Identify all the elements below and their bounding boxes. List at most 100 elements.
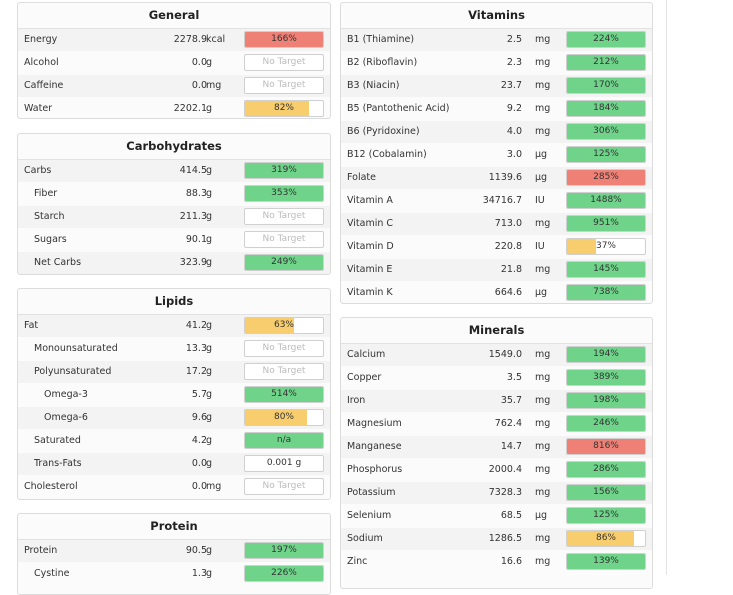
nutrient-row[interactable]: Alcohol 0.0 g No Target [18, 52, 330, 74]
carbohydrates-title: Carbohydrates [18, 134, 330, 160]
target-progress-bar[interactable]: No Target [244, 340, 324, 357]
nutrient-row[interactable]: Copper 3.5 mg 389% [341, 367, 652, 389]
target-progress-bar[interactable]: No Target [244, 231, 324, 248]
target-percent-label: 125% [593, 149, 619, 159]
target-progress-bar[interactable]: 285% [566, 169, 646, 186]
nutrient-name: B6 (Pyridoxine) [347, 126, 420, 137]
target-progress-bar[interactable]: No Target [244, 363, 324, 380]
nutrient-name: Vitamin A [347, 195, 393, 206]
nutrient-row[interactable]: Energy 2278.9 kcal 166% [18, 29, 330, 51]
nutrient-name: Net Carbs [34, 257, 82, 268]
target-progress-bar[interactable]: 1488% [566, 192, 646, 209]
target-percent-label: 63% [273, 320, 294, 330]
nutrient-row[interactable]: Phosphorus 2000.4 mg 286% [341, 459, 652, 481]
nutrient-row[interactable]: Selenium 68.5 µg 125% [341, 505, 652, 527]
target-progress-bar[interactable]: No Target [244, 77, 324, 94]
target-progress-bar[interactable]: 86% [566, 530, 646, 547]
target-progress-bar[interactable]: 37% [566, 238, 646, 255]
nutrient-row[interactable]: Manganese 14.7 mg 816% [341, 436, 652, 458]
nutrient-row[interactable]: Carbs 414.5 g 319% [18, 160, 330, 182]
target-progress-bar[interactable]: 246% [566, 415, 646, 432]
target-progress-bar[interactable]: 194% [566, 346, 646, 363]
target-progress-bar[interactable]: 224% [566, 31, 646, 48]
nutrient-row[interactable]: B1 (Thiamine) 2.5 mg 224% [341, 29, 652, 51]
nutrient-row[interactable]: Water 2202.1 g 82% [18, 98, 330, 118]
target-progress-bar[interactable]: 80% [244, 409, 324, 426]
target-progress-bar[interactable]: 197% [244, 542, 324, 559]
nutrient-row[interactable]: Vitamin A 34716.7 IU 1488% [341, 190, 652, 212]
target-progress-bar[interactable]: 139% [566, 553, 646, 570]
target-progress-bar[interactable]: 319% [244, 162, 324, 179]
target-progress-bar[interactable]: 82% [244, 100, 324, 117]
target-progress-bar[interactable]: 156% [566, 484, 646, 501]
nutrient-row[interactable]: Potassium 7328.3 mg 156% [341, 482, 652, 504]
target-percent-label: 1488% [590, 195, 622, 205]
target-progress-bar[interactable]: 145% [566, 261, 646, 278]
nutrient-unit: g [206, 366, 213, 377]
nutrient-row[interactable]: Iron 35.7 mg 198% [341, 390, 652, 412]
nutrient-unit: µg [535, 149, 548, 160]
nutrient-row[interactable]: Monounsaturated 13.3 g No Target [18, 338, 330, 360]
nutrient-row[interactable]: Trans-Fats 0.0 g 0.001 g [18, 453, 330, 475]
nutrient-row[interactable]: Zinc 16.6 mg 139% [341, 551, 652, 573]
target-progress-bar[interactable]: n/a [244, 432, 324, 449]
nutrient-row[interactable]: Starch 211.3 g No Target [18, 206, 330, 228]
nutrient-row[interactable]: Vitamin E 21.8 mg 145% [341, 259, 652, 281]
nutrient-row[interactable]: B6 (Pyridoxine) 4.0 mg 306% [341, 121, 652, 143]
nutrient-row[interactable]: Folate 1139.6 µg 285% [341, 167, 652, 189]
nutrient-row[interactable]: Calcium 1549.0 mg 194% [341, 344, 652, 366]
general-title: General [18, 3, 330, 29]
nutrient-row[interactable]: Omega-3 5.7 g 514% [18, 384, 330, 406]
nutrient-amount: 17.2 [185, 366, 207, 377]
target-progress-bar[interactable]: 249% [244, 254, 324, 271]
target-progress-bar[interactable]: No Target [244, 208, 324, 225]
nutrient-unit: g [206, 545, 213, 556]
target-progress-bar[interactable]: 212% [566, 54, 646, 71]
target-progress-bar[interactable]: 738% [566, 284, 646, 301]
nutrient-row[interactable]: B3 (Niacin) 23.7 mg 170% [341, 75, 652, 97]
nutrient-row[interactable]: Magnesium 762.4 mg 246% [341, 413, 652, 435]
nutrient-row[interactable]: Sodium 1286.5 mg 86% [341, 528, 652, 550]
nutrient-row[interactable]: Fiber 88.3 g 353% [18, 183, 330, 205]
nutrient-unit: g [206, 188, 213, 199]
nutrient-row[interactable]: Fat 41.2 g 63% [18, 315, 330, 337]
nutrient-row[interactable]: Sugars 90.1 g No Target [18, 229, 330, 251]
nutrient-name: Omega-6 [44, 412, 88, 423]
nutrient-row[interactable]: Polyunsaturated 17.2 g No Target [18, 361, 330, 383]
nutrient-unit: g [206, 320, 213, 331]
target-progress-bar[interactable]: 514% [244, 386, 324, 403]
nutrient-row[interactable]: Saturated 4.2 g n/a [18, 430, 330, 452]
target-progress-bar[interactable]: 125% [566, 146, 646, 163]
target-progress-bar[interactable]: 816% [566, 438, 646, 455]
nutrient-row[interactable]: B12 (Cobalamin) 3.0 µg 125% [341, 144, 652, 166]
nutrient-row[interactable]: Cystine 1.3 g 226% [18, 563, 330, 585]
target-progress-bar[interactable]: No Target [244, 54, 324, 71]
target-progress-bar[interactable]: 389% [566, 369, 646, 386]
target-percent-label: No Target [262, 57, 306, 67]
nutrient-row[interactable]: Net Carbs 323.9 g 249% [18, 252, 330, 274]
target-progress-bar[interactable]: 125% [566, 507, 646, 524]
nutrient-row[interactable]: Cholesterol 0.0 mg No Target [18, 476, 330, 498]
target-progress-bar[interactable]: 353% [244, 185, 324, 202]
target-progress-bar[interactable]: 63% [244, 317, 324, 334]
nutrient-row[interactable]: Vitamin K 664.6 µg 738% [341, 282, 652, 303]
minerals-panel: Minerals Calcium 1549.0 mg 194% Copper 3.5 mg 38… [340, 317, 653, 589]
target-progress-bar[interactable]: 0.001 g [244, 455, 324, 472]
target-progress-bar[interactable]: 286% [566, 461, 646, 478]
target-progress-bar[interactable]: No Target [244, 478, 324, 495]
target-progress-bar[interactable]: 306% [566, 123, 646, 140]
nutrient-row[interactable]: Protein 90.5 g 197% [18, 540, 330, 562]
target-progress-bar[interactable]: 166% [244, 31, 324, 48]
nutrient-row[interactable]: B5 (Pantothenic Acid) 9.2 mg 184% [341, 98, 652, 120]
target-progress-bar[interactable]: 198% [566, 392, 646, 409]
target-progress-bar[interactable]: 951% [566, 215, 646, 232]
target-progress-bar[interactable]: 170% [566, 77, 646, 94]
target-progress-bar[interactable]: 226% [244, 565, 324, 582]
nutrient-row[interactable]: Vitamin D 220.8 IU 37% [341, 236, 652, 258]
nutrient-row[interactable]: Omega-6 9.6 g 80% [18, 407, 330, 429]
nutrient-row[interactable]: Caffeine 0.0 mg No Target [18, 75, 330, 97]
nutrient-row[interactable]: B2 (Riboflavin) 2.3 mg 212% [341, 52, 652, 74]
nutrient-row[interactable]: Vitamin C 713.0 mg 951% [341, 213, 652, 235]
target-progress-bar[interactable]: 184% [566, 100, 646, 117]
target-percent-label: 170% [593, 80, 619, 90]
